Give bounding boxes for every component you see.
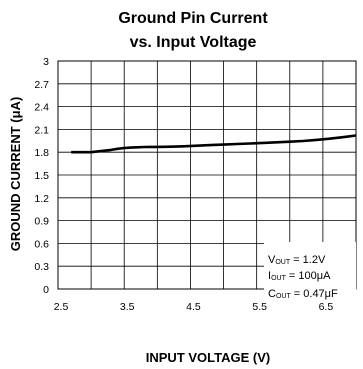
plot-frame — [57, 60, 357, 290]
x-axis-label: INPUT VOLTAGE (V) — [146, 350, 270, 365]
y-tick-label: 1.2 — [34, 193, 49, 205]
y-tick-labels: 0 0.3 0.6 0.9 1.2 1.5 1.8 2.1 2.4 2.7 3 — [34, 56, 49, 296]
annotation-background — [264, 242, 356, 302]
x-tick-label: 2.5 — [54, 301, 69, 313]
y-tick-label: 0.9 — [34, 216, 49, 228]
x-tick-label: 5.5 — [252, 301, 267, 313]
y-tick-label: 0 — [43, 284, 49, 296]
conditions-annotation: VOUT = 1.2V IOUT = 100μA COUT = 0.47μF — [264, 242, 356, 302]
x-tick-labels: 2.5 3.5 4.5 5.5 6.5 — [54, 301, 334, 313]
annotation-vout: VOUT = 1.2V — [268, 254, 326, 266]
y-tick-label: 2.1 — [34, 124, 49, 136]
series-line — [71, 134, 357, 154]
y-tick-label: 1.8 — [34, 147, 49, 159]
x-tick-label: 3.5 — [120, 301, 135, 313]
y-tick-label: 2.4 — [34, 102, 49, 114]
x-tick-label: 4.5 — [186, 301, 201, 313]
series-group — [71, 134, 357, 154]
grid — [58, 61, 356, 289]
x-tick-label: 6.5 — [319, 301, 334, 313]
chart-title: Ground Pin Current — [118, 10, 268, 27]
y-tick-label: 0.3 — [34, 261, 49, 273]
annotation-iout: IOUT = 100μA — [268, 270, 331, 282]
y-tick-label: 2.7 — [34, 79, 49, 91]
y-tick-label: 3 — [43, 56, 49, 68]
y-axis-label: GROUND CURRENT (μA) — [8, 97, 23, 252]
y-tick-label: 1.5 — [34, 170, 49, 182]
annotation-cout: COUT = 0.47μF — [268, 288, 338, 300]
y-tick-label: 0.6 — [34, 238, 49, 250]
chart-subtitle: vs. Input Voltage — [130, 34, 257, 51]
